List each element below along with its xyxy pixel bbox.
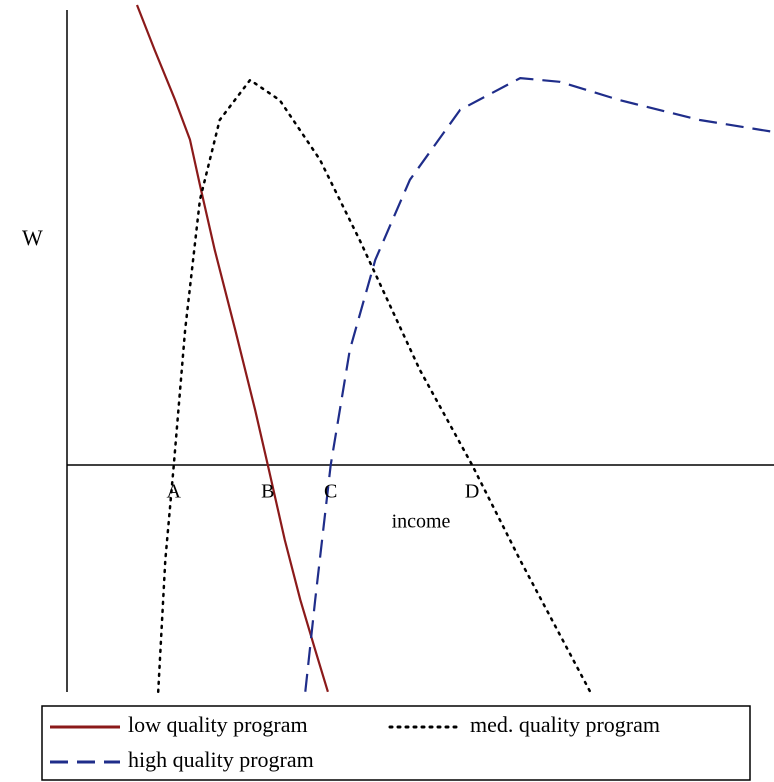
legend-label: med. quality program	[470, 712, 660, 737]
point-label: B	[261, 481, 274, 503]
legend-label: high quality program	[128, 747, 314, 772]
point-label: C	[324, 481, 337, 503]
series-line	[304, 77, 774, 692]
y-axis-label: W	[22, 225, 43, 250]
series-line	[156, 78, 592, 694]
series-line	[135, 4, 329, 693]
legend-label: low quality program	[128, 712, 308, 737]
legend	[41, 705, 751, 781]
x-axis-label: income	[392, 511, 451, 533]
point-label: D	[465, 481, 479, 503]
point-label: A	[167, 481, 182, 503]
